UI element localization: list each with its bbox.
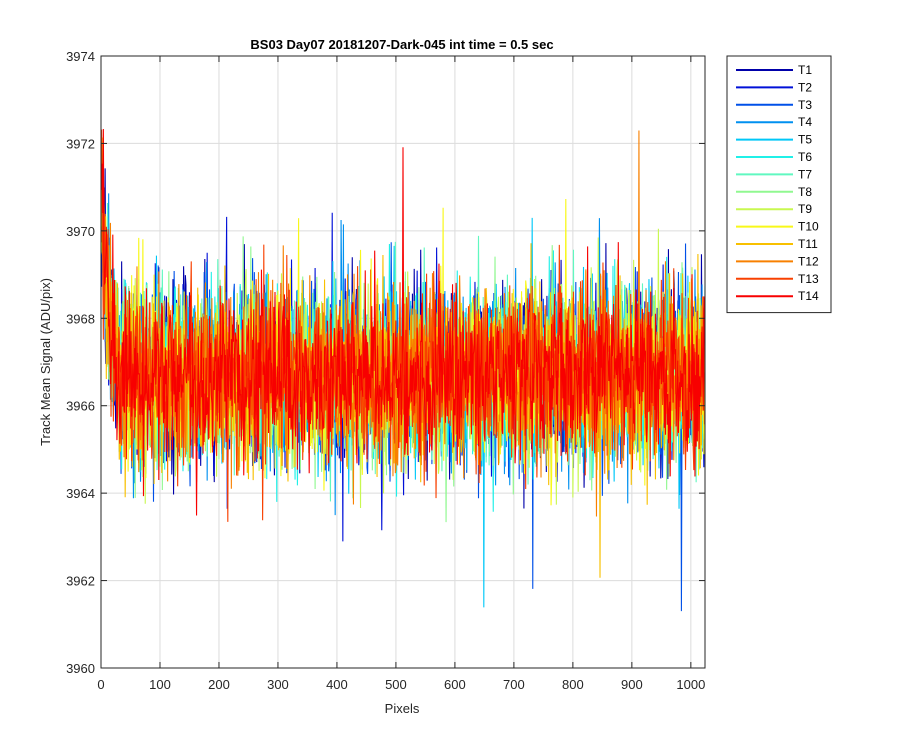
x-tick-label: 400 bbox=[326, 677, 348, 692]
x-tick-label: 100 bbox=[149, 677, 171, 692]
legend-label: T9 bbox=[798, 202, 812, 216]
x-tick-label: 200 bbox=[208, 677, 230, 692]
y-tick-label: 3974 bbox=[66, 49, 95, 64]
legend-label: T7 bbox=[798, 167, 812, 181]
legend-box bbox=[726, 55, 832, 314]
legend-label: T6 bbox=[798, 150, 812, 164]
y-axis-label: Track Mean Signal (ADU/pix) bbox=[38, 278, 53, 446]
legend-label: T12 bbox=[798, 254, 819, 268]
data-lines bbox=[101, 129, 705, 612]
legend-label: T5 bbox=[798, 133, 812, 147]
x-tick-label: 600 bbox=[444, 677, 466, 692]
y-tick-label: 3972 bbox=[66, 136, 95, 151]
y-tick-label: 3962 bbox=[66, 574, 95, 589]
legend-label: T2 bbox=[798, 80, 812, 94]
x-axis-label: Pixels bbox=[385, 701, 420, 716]
x-tick-label: 300 bbox=[267, 677, 289, 692]
x-tick-label: 700 bbox=[503, 677, 525, 692]
x-tick-label: 800 bbox=[562, 677, 584, 692]
legend-label: T14 bbox=[798, 289, 819, 303]
x-tick-label: 900 bbox=[621, 677, 643, 692]
x-tick-label: 1000 bbox=[676, 677, 705, 692]
legend-label: T1 bbox=[798, 63, 812, 77]
chart-title: BS03 Day07 20181207-Dark-045 int time = … bbox=[250, 37, 553, 52]
y-tick-label: 3966 bbox=[66, 399, 95, 414]
legend-label: T4 bbox=[798, 115, 812, 129]
y-tick-label: 3970 bbox=[66, 224, 95, 239]
legend-label: T10 bbox=[798, 220, 819, 234]
y-tick-label: 3964 bbox=[66, 486, 95, 501]
x-tick-label: 500 bbox=[385, 677, 407, 692]
legend-label: T8 bbox=[798, 185, 812, 199]
axes-box bbox=[100, 55, 706, 669]
series-line-T14 bbox=[101, 129, 705, 516]
legend-label: T11 bbox=[798, 237, 818, 251]
plot-area: 0 100 200 300 400 500 600 700 800 900 1000 3960 3962… bbox=[66, 49, 706, 692]
y-tick-label: 3960 bbox=[66, 661, 95, 676]
legend-label: T3 bbox=[798, 98, 812, 112]
legend: T1 T2 T3 T4 T5 T6 T7 T8 T9 T10 T11 T12 T13 T14 bbox=[726, 55, 832, 314]
x-tick-label: 0 bbox=[97, 677, 104, 692]
legend-label: T13 bbox=[798, 272, 819, 286]
y-tick-label: 3968 bbox=[66, 311, 95, 326]
